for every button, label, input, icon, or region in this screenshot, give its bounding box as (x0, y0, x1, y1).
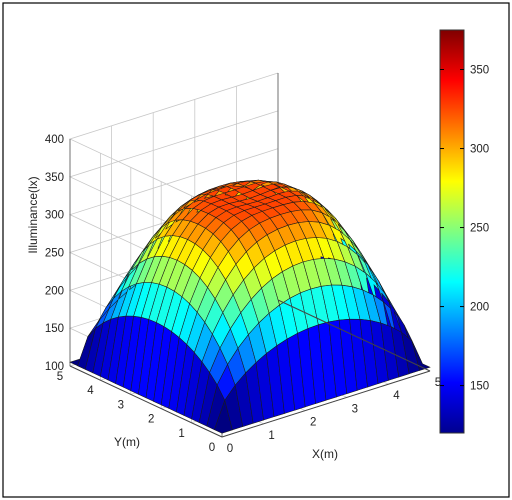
x-tick-label: 4 (393, 390, 400, 402)
z-tick-label: 400 (45, 134, 64, 146)
x-tick-label: 2 (310, 417, 316, 429)
colorbar-tick-label: 350 (470, 65, 489, 77)
x-tick-label: 1 (268, 430, 274, 442)
z-tick-label: 150 (45, 323, 64, 335)
colorbar-tick-label: 250 (470, 223, 489, 235)
z-axis-label: Illuminance(lx) (26, 176, 40, 253)
y-axis-label: Y(m) (114, 435, 140, 449)
x-tick-label: 5 (435, 377, 441, 389)
colorbar-tick-label: 200 (470, 302, 489, 314)
surface-mesh (69, 179, 431, 434)
axes-front (69, 299, 431, 438)
x-axis-label: X(m) (312, 447, 338, 461)
z-tick-label: 300 (45, 210, 64, 222)
x-tick-label: 0 (227, 443, 233, 455)
colorbar-tick-label: 300 (470, 144, 489, 156)
z-tick-label: 250 (45, 248, 64, 260)
axis-edge (69, 365, 223, 438)
colorbar-ticks: 150 200 250 300 350 (440, 65, 489, 393)
colorbar-tick-label: 150 (470, 381, 489, 393)
y-tick-label: 0 (209, 442, 215, 454)
z-tick-label: 100 (45, 361, 64, 373)
y-tick-label: 5 (57, 371, 63, 383)
y-tick-label: 2 (148, 414, 154, 426)
z-tick-label: 200 (45, 285, 64, 297)
axis-edge (221, 370, 431, 438)
axis-edge (277, 299, 431, 372)
z-tick-label: 350 (45, 172, 64, 184)
colorbar (439, 29, 465, 434)
y-tick-label: 3 (118, 399, 124, 411)
y-tick-label: 1 (178, 428, 184, 440)
surface-patch (411, 340, 431, 371)
x-tick-label: 3 (352, 403, 358, 415)
y-tick-label: 4 (87, 385, 94, 397)
